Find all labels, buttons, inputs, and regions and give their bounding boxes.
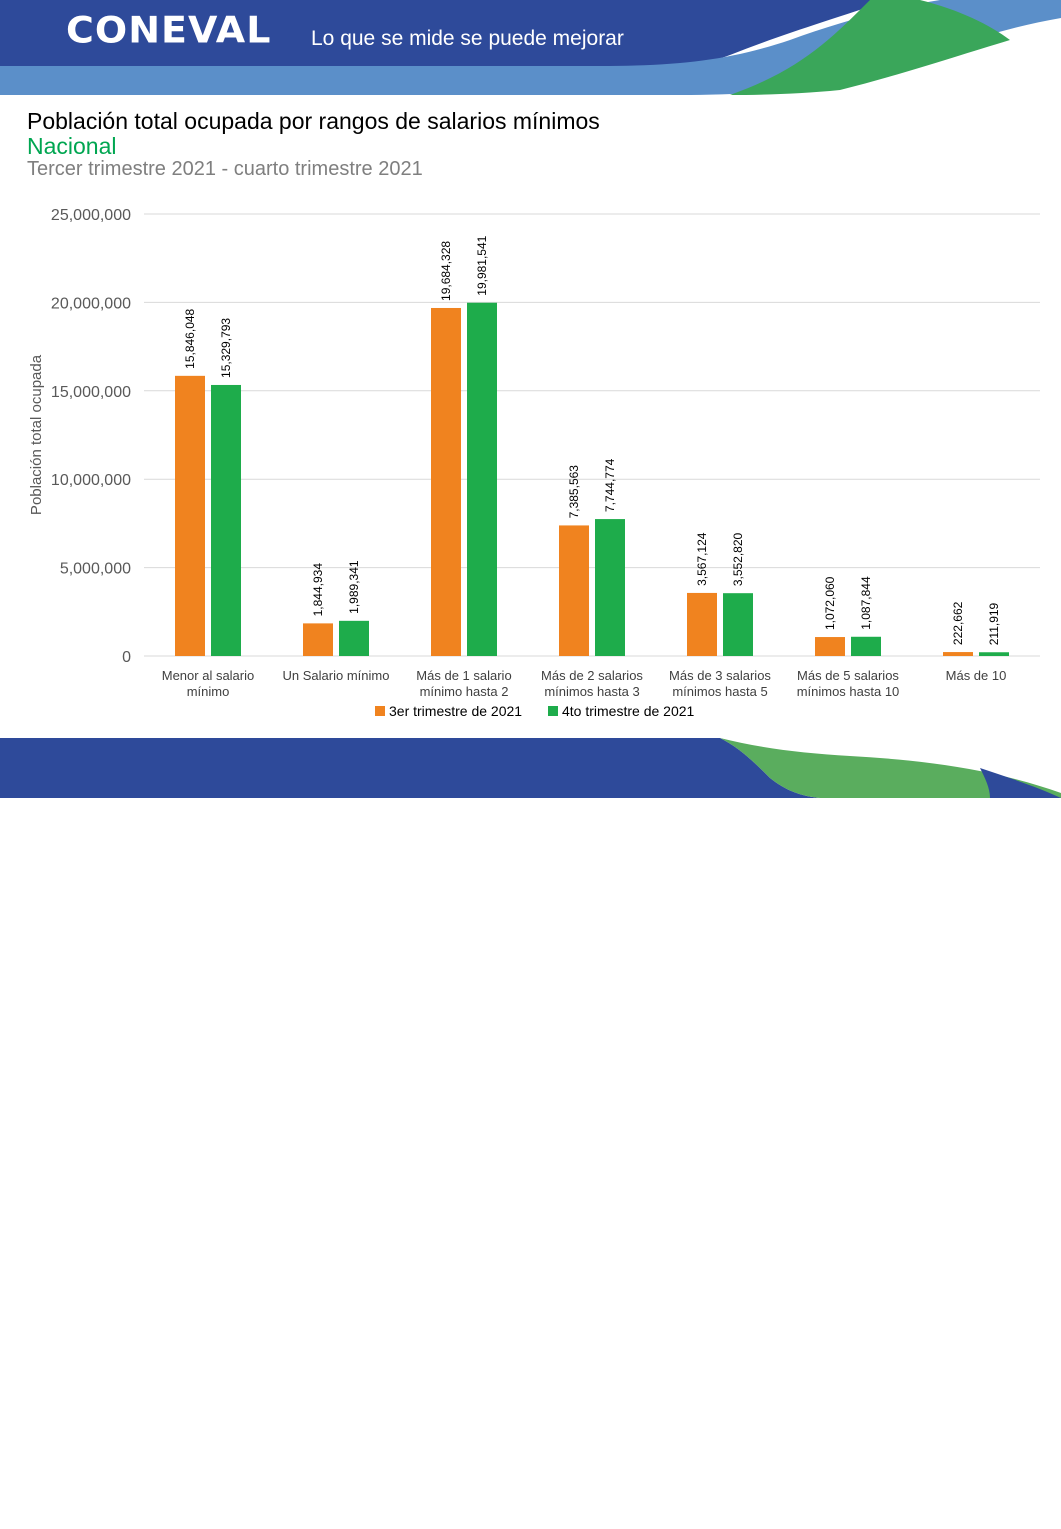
data-label: 7,385,563 xyxy=(567,465,581,519)
x-tick-label: Más de 1 salario xyxy=(416,668,511,683)
x-tick-label: mínimos hasta 3 xyxy=(544,684,639,699)
data-label: 211,919 xyxy=(987,602,1001,645)
y-tick-label: 5,000,000 xyxy=(60,561,131,578)
x-tick-label: mínimo xyxy=(187,684,230,699)
bar xyxy=(211,384,241,656)
data-label: 7,744,774 xyxy=(603,458,617,512)
bar xyxy=(339,620,369,656)
legend-swatch xyxy=(375,706,385,716)
y-tick-label: 0 xyxy=(122,649,131,666)
legend-label: 3er trimestre de 2021 xyxy=(389,703,522,719)
source-note: Fuente: elaboración del CONEVAL con base… xyxy=(3,1479,695,1527)
data-label: 15,846,048 xyxy=(183,308,197,368)
website-url: www.coneval.org.mx xyxy=(792,1502,981,1524)
header-banner: CONEVAL Lo que se mide se puede mejorar xyxy=(0,0,1061,95)
y-axis-title: Población total ocupada xyxy=(28,354,45,515)
x-tick-label: Más de 10 xyxy=(946,668,1007,683)
data-label: 19,981,541 xyxy=(475,235,489,295)
data-label: 1,989,341 xyxy=(347,560,361,614)
x-tick-label: mínimo hasta 2 xyxy=(420,684,509,699)
bar xyxy=(851,636,881,656)
legend-label: 4to trimestre de 2021 xyxy=(562,703,695,719)
y-tick-label: 15,000,000 xyxy=(51,384,131,401)
bar-chart: 0 5,000,000 10,000,000 15,000,000 20,000,000… xyxy=(28,207,1040,719)
x-tick-label: Más de 2 salarios xyxy=(541,668,643,683)
y-tick-label: 20,000,000 xyxy=(51,295,131,312)
bar xyxy=(943,652,973,656)
y-tick-label: 25,000,000 xyxy=(51,207,131,224)
bar xyxy=(815,637,845,656)
bar xyxy=(303,623,333,656)
x-tick-label: Más de 5 salarios xyxy=(797,668,899,683)
data-label: 222,662 xyxy=(951,601,965,645)
x-tick-label: Más de 3 salarios xyxy=(669,668,771,683)
bar xyxy=(467,302,497,656)
x-tick-label: mínimos hasta 10 xyxy=(797,684,900,699)
data-label: 1,087,844 xyxy=(859,576,873,630)
coneval-logo: CONEVAL xyxy=(66,9,272,51)
chart-title: Población total ocupada por rangos de sa… xyxy=(27,108,600,134)
chart-period: Tercer trimestre 2021 - cuarto trimestre… xyxy=(27,158,423,180)
chart-scope: Nacional xyxy=(27,133,117,159)
data-label: 3,567,124 xyxy=(695,532,709,586)
footer-background xyxy=(0,738,1061,798)
bar xyxy=(595,519,625,656)
x-tick-label: Un Salario mínimo xyxy=(283,668,390,683)
data-label: 1,072,060 xyxy=(823,576,837,630)
x-tick-label: Menor al salario xyxy=(162,668,255,683)
data-label: 1,844,934 xyxy=(311,563,325,617)
bar xyxy=(687,592,717,656)
data-label: 3,552,820 xyxy=(731,532,745,586)
bar xyxy=(559,525,589,656)
y-tick-label: 10,000,000 xyxy=(51,472,131,489)
header-tagline: Lo que se mide se puede mejorar xyxy=(311,27,624,50)
legend-swatch xyxy=(548,706,558,716)
data-label: 15,329,793 xyxy=(219,318,233,378)
data-label: 19,684,328 xyxy=(439,241,453,301)
bar xyxy=(723,593,753,656)
bar xyxy=(979,652,1009,656)
footer-banner: Fuente: elaboración del CONEVAL con base… xyxy=(0,738,1061,1527)
x-tick-label: mínimos hasta 5 xyxy=(672,684,767,699)
header-background xyxy=(0,0,1061,95)
bar xyxy=(175,375,205,656)
bar xyxy=(431,307,461,656)
